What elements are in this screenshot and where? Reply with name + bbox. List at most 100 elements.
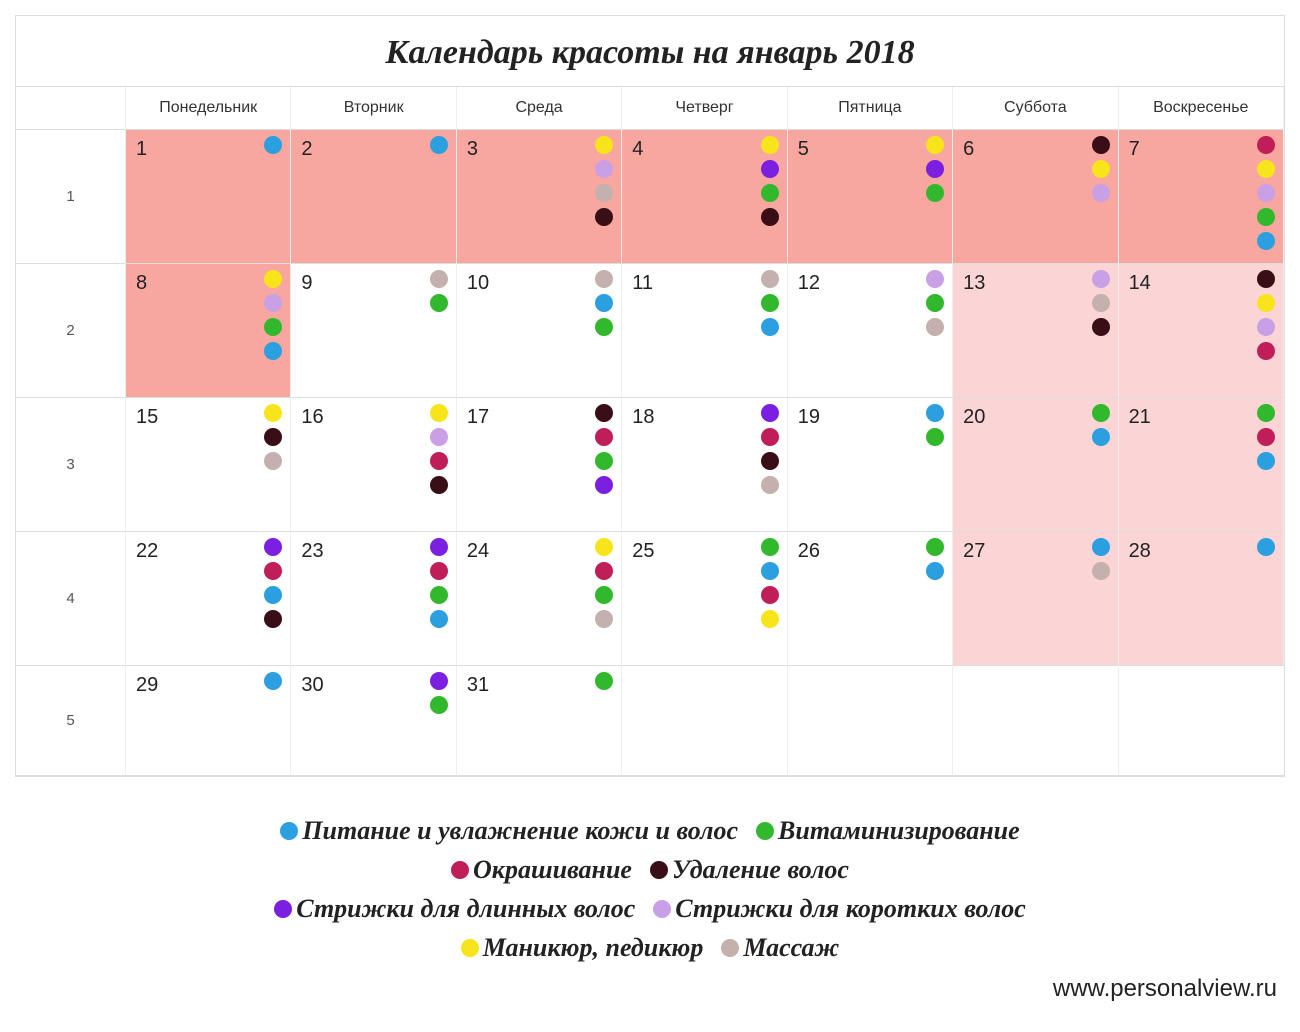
day-cell: 27 — [953, 532, 1118, 666]
calendar-grid: ПонедельникВторникСредаЧетвергПятницаСуб… — [16, 87, 1284, 776]
day-cell: 1 — [126, 130, 291, 264]
day-cell: 24 — [457, 532, 622, 666]
day-number: 1 — [136, 138, 280, 161]
day-number: 10 — [467, 272, 611, 295]
short_cut-dot — [1257, 318, 1275, 336]
day-cell: 29 — [126, 666, 291, 776]
day-number: 12 — [798, 272, 942, 295]
long_cut-dot — [430, 538, 448, 556]
day-cell: 2 — [291, 130, 456, 264]
week-number: 4 — [16, 532, 126, 666]
dot-stack — [595, 404, 613, 494]
legend-label: Витаминизирование — [778, 811, 1020, 850]
legend-item-long_cut: Стрижки для длинных волос — [274, 889, 635, 928]
day-cell: 19 — [788, 398, 953, 532]
day-cell: 18 — [622, 398, 787, 532]
day-number: 15 — [136, 406, 280, 429]
vitamins-dot — [595, 318, 613, 336]
coloring-dot — [1257, 136, 1275, 154]
nutrition-dot — [1257, 538, 1275, 556]
day-number: 21 — [1129, 406, 1273, 429]
day-cell: 30 — [291, 666, 456, 776]
day-number: 14 — [1129, 272, 1273, 295]
legend-label: Удаление волос — [672, 850, 849, 889]
vitamins-dot — [430, 294, 448, 312]
dot-stack — [264, 672, 282, 690]
week-number: 1 — [16, 130, 126, 264]
legend-item-coloring: Окрашивание — [451, 850, 632, 889]
dot-stack — [761, 270, 779, 336]
vitamins-dot — [264, 318, 282, 336]
massage-dot — [761, 270, 779, 288]
day-number: 4 — [632, 138, 776, 161]
hair_removal-dot — [1257, 270, 1275, 288]
week-number: 3 — [16, 398, 126, 532]
legend-item-hair_removal: Удаление волос — [650, 850, 849, 889]
day-header: Суббота — [953, 87, 1118, 130]
day-cell: 20 — [953, 398, 1118, 532]
massage-dot — [430, 270, 448, 288]
vitamins-dot — [926, 538, 944, 556]
dot-stack — [264, 538, 282, 628]
coloring-dot — [761, 586, 779, 604]
header-blank — [16, 87, 126, 130]
vitamins-dot — [761, 184, 779, 202]
legend-item-vitamins: Витаминизирование — [756, 811, 1020, 850]
vitamins-icon — [756, 822, 774, 840]
coloring-dot — [1257, 428, 1275, 446]
day-header: Понедельник — [126, 87, 291, 130]
nutrition-icon — [280, 822, 298, 840]
legend-label: Маникюр, педикюр — [483, 928, 704, 967]
day-header: Среда — [457, 87, 622, 130]
coloring-dot — [264, 562, 282, 580]
day-cell — [788, 666, 953, 776]
massage-dot — [595, 610, 613, 628]
short_cut-dot — [1092, 270, 1110, 288]
day-number: 28 — [1129, 540, 1273, 563]
legend-label: Окрашивание — [473, 850, 632, 889]
legend-item-massage: Массаж — [721, 928, 839, 967]
dot-stack — [1257, 270, 1275, 360]
hair_removal-dot — [595, 404, 613, 422]
dot-stack — [926, 538, 944, 580]
coloring-dot — [1257, 342, 1275, 360]
vitamins-dot — [595, 672, 613, 690]
day-number: 3 — [467, 138, 611, 161]
vitamins-dot — [926, 428, 944, 446]
nutrition-dot — [1257, 452, 1275, 470]
vitamins-dot — [1257, 404, 1275, 422]
short_cut-icon — [653, 900, 671, 918]
dot-stack — [1092, 538, 1110, 580]
hair_removal-dot — [595, 208, 613, 226]
nutrition-dot — [264, 586, 282, 604]
massage-dot — [926, 318, 944, 336]
long_cut-dot — [926, 160, 944, 178]
hair_removal-dot — [430, 476, 448, 494]
nutrition-dot — [264, 672, 282, 690]
dot-stack — [595, 270, 613, 336]
day-number: 13 — [963, 272, 1107, 295]
dot-stack — [1257, 136, 1275, 250]
dot-stack — [595, 538, 613, 628]
massage-icon — [721, 939, 739, 957]
short_cut-dot — [264, 294, 282, 312]
coloring-dot — [595, 428, 613, 446]
day-cell: 9 — [291, 264, 456, 398]
nutrition-dot — [264, 342, 282, 360]
hair_removal-dot — [1092, 136, 1110, 154]
day-number: 27 — [963, 540, 1107, 563]
legend-row: Питание и увлажнение кожи и волос Витамин… — [15, 811, 1285, 850]
vitamins-dot — [595, 452, 613, 470]
massage-dot — [761, 476, 779, 494]
long_cut-dot — [761, 160, 779, 178]
legend-item-nutrition: Питание и увлажнение кожи и волос — [280, 811, 738, 850]
nutrition-dot — [761, 562, 779, 580]
nutrition-dot — [1257, 232, 1275, 250]
vitamins-dot — [430, 586, 448, 604]
dot-stack — [430, 404, 448, 494]
hair_removal-icon — [650, 861, 668, 879]
day-header: Четверг — [622, 87, 787, 130]
manicure-dot — [761, 136, 779, 154]
vitamins-dot — [926, 184, 944, 202]
legend-item-manicure: Маникюр, педикюр — [461, 928, 704, 967]
